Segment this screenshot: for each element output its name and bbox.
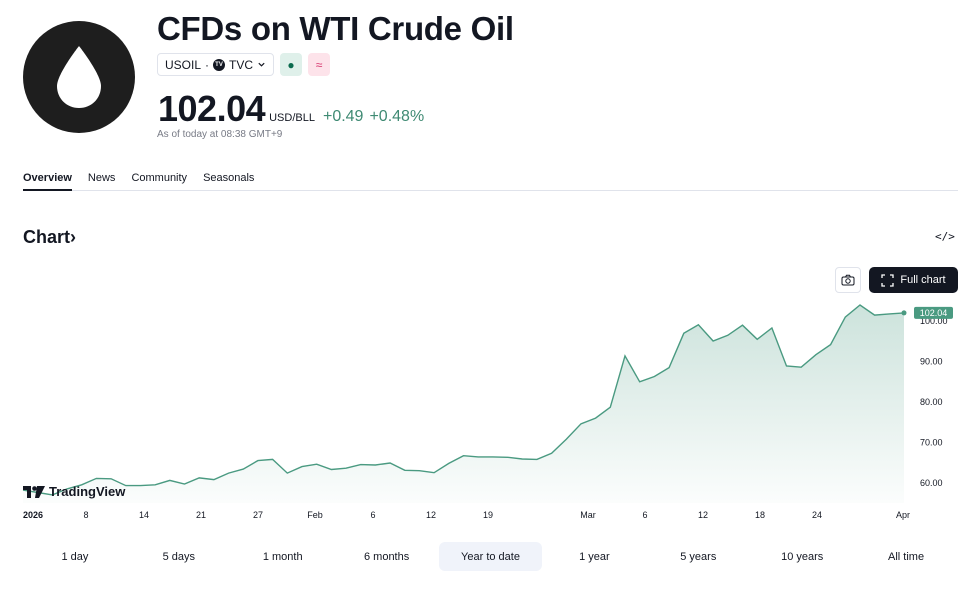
x-tick-label: 27 xyxy=(253,510,263,520)
price-change: +0.49 xyxy=(322,108,364,125)
tab-seasonals[interactable]: Seasonals xyxy=(203,172,255,184)
x-tick-label: 8 xyxy=(83,510,88,520)
watermark-text: TradingView xyxy=(49,484,126,499)
tradingview-logo-icon xyxy=(23,485,45,498)
range-5-years[interactable]: 5 years xyxy=(680,550,717,563)
wave-icon: ≈ xyxy=(315,57,323,72)
y-tick-label: 80.00 xyxy=(920,397,943,407)
chart-heading-link[interactable]: Chart› xyxy=(23,227,76,248)
full-chart-label: Full chart xyxy=(900,274,946,286)
range-5-days[interactable]: 5 days xyxy=(162,550,196,563)
cfd-badge[interactable]: ≈ xyxy=(308,53,331,76)
price-row: 102.04 USD/BLL +0.49 +0.48% xyxy=(158,88,424,130)
x-tick-label: Apr xyxy=(896,510,910,520)
x-tick-label: Feb xyxy=(307,510,323,520)
y-tick-label: 90.00 xyxy=(920,357,943,367)
tab-news[interactable]: News xyxy=(87,172,116,184)
y-tick-label: 60.00 xyxy=(920,478,943,488)
chart-area-fill xyxy=(23,305,904,503)
last-price: 102.04 xyxy=(158,88,266,129)
y-tick-label: 70.00 xyxy=(920,437,943,447)
range-1-month[interactable]: 1 month xyxy=(262,550,303,563)
range-year-to-date[interactable]: Year to date xyxy=(438,542,543,571)
x-tick-label: 12 xyxy=(698,510,708,520)
fullscreen-icon xyxy=(881,273,895,287)
x-tick-label: 18 xyxy=(755,510,765,520)
range-10-years[interactable]: 10 years xyxy=(781,550,824,563)
last-price-dot xyxy=(901,310,907,316)
tradingview-watermark: TradingView xyxy=(23,484,125,499)
camera-icon xyxy=(841,274,855,286)
tab-community[interactable]: Community xyxy=(131,172,188,184)
snapshot-button[interactable] xyxy=(835,267,861,293)
x-tick-label: 2026 xyxy=(23,510,43,520)
x-tick-label: 6 xyxy=(642,510,647,520)
section-tabs: Overview News Community Seasonals xyxy=(23,170,958,191)
symbol-label: USOIL xyxy=(165,57,202,72)
chevron-down-icon xyxy=(258,62,265,67)
chart-price-line xyxy=(22,304,905,496)
symbol-row: USOIL · TV TVC ● ≈ xyxy=(157,53,331,76)
x-tick-label: 19 xyxy=(483,510,493,520)
symbol-selector[interactable]: USOIL · TV TVC xyxy=(157,53,275,76)
oil-drop-icon xyxy=(57,46,101,108)
chevron-right-icon: › xyxy=(70,227,77,247)
separator-dot: · xyxy=(205,57,210,72)
range-1-day[interactable]: 1 day xyxy=(61,550,89,563)
market-open-icon: ● xyxy=(287,57,295,72)
commodity-logo xyxy=(23,21,135,133)
exchange-logo-icon: TV xyxy=(213,58,226,71)
chart-heading-text: Chart xyxy=(23,227,71,247)
range-1-year[interactable]: 1 year xyxy=(579,550,610,563)
price-unit: USD/BLL xyxy=(269,112,315,124)
x-tick-label: 24 xyxy=(812,510,822,520)
page-title: CFDs on WTI Crude Oil xyxy=(157,10,514,47)
last-price-badge-label: 102.04 xyxy=(920,308,948,318)
x-tick-label: 14 xyxy=(139,510,149,520)
range-6-months[interactable]: 6 months xyxy=(363,550,410,563)
time-range-selector: 1 day 5 days 1 month 6 months Year to da… xyxy=(23,542,958,571)
x-tick-label: 6 xyxy=(370,510,375,520)
tab-overview[interactable]: Overview xyxy=(23,170,72,191)
as-of-timestamp: As of today at 08:38 GMT+9 xyxy=(157,129,283,140)
price-change-percent: +0.48% xyxy=(369,108,425,125)
price-chart[interactable]: 60.00 70.00 80.00 90.00 100.00 2026 8 14 21 27 Fe… xyxy=(0,295,966,525)
range-all-time[interactable]: All time xyxy=(888,550,925,563)
x-tick-label: 21 xyxy=(196,510,206,520)
full-chart-button[interactable]: Full chart xyxy=(869,267,958,293)
embed-code-icon[interactable]: </> xyxy=(935,230,955,243)
x-tick-label: Mar xyxy=(580,510,596,520)
exchange-label: TVC xyxy=(229,57,254,72)
x-tick-label: 12 xyxy=(426,510,436,520)
last-price-badge xyxy=(914,306,953,319)
y-tick-label: 100.00 xyxy=(920,316,948,326)
market-status-badge[interactable]: ● xyxy=(280,53,303,76)
